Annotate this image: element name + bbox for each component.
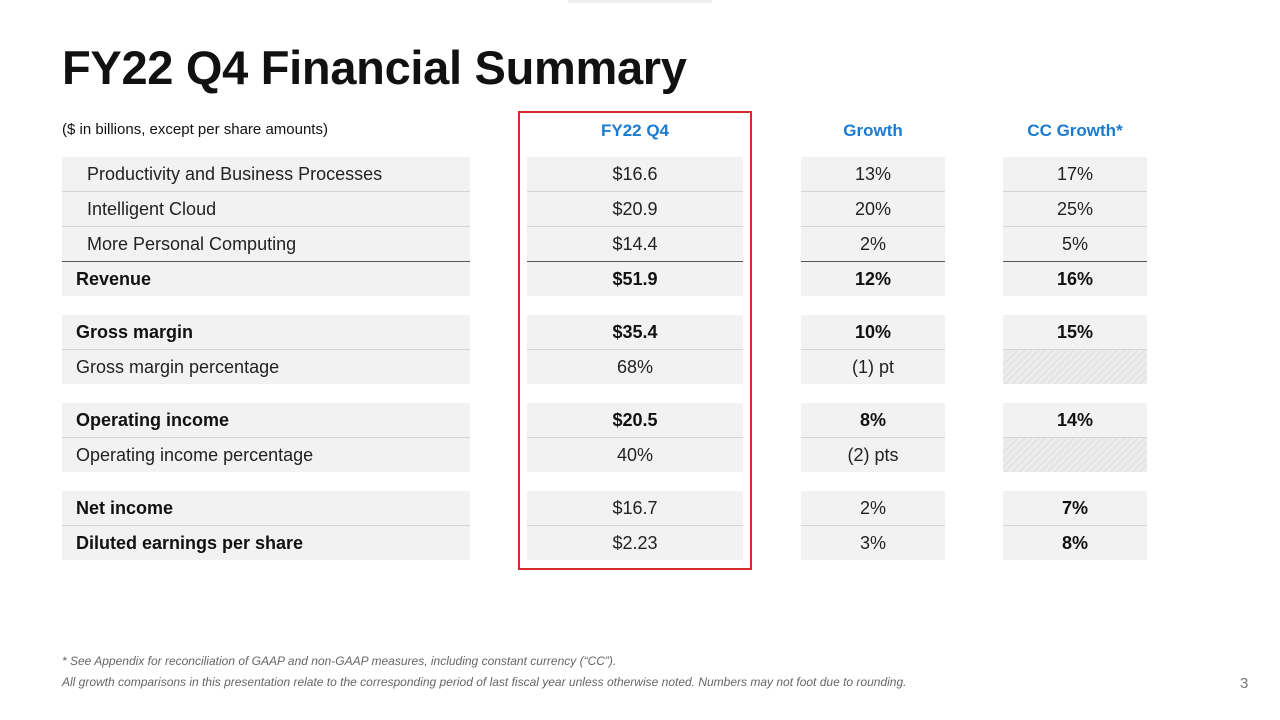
operating-income-percentage-cc-growth-cell [1003, 438, 1147, 472]
diluted-eps-value-cell: $2.23 [527, 526, 743, 560]
diluted-eps-growth-cell: 3% [801, 526, 945, 560]
row-divider [62, 437, 470, 438]
row-divider [527, 349, 743, 350]
row-divider [1003, 525, 1147, 526]
productivity-business-processes-label-cell: Productivity and Business Processes [62, 157, 470, 191]
row-divider [62, 191, 470, 192]
gross-margin-percentage-cc-growth-cell [1003, 350, 1147, 384]
net-income-growth-cell: 2% [801, 491, 945, 525]
column-header-cc-growth: CC Growth* [1027, 121, 1123, 140]
operating-income-value-cell: $20.5 [527, 403, 743, 437]
revenue-label-cell: Revenue [62, 262, 470, 296]
revenue-growth-cell: 12% [801, 262, 945, 296]
page-number: 3 [1240, 675, 1249, 692]
more-personal-computing-cc-growth-cell: 5% [1003, 227, 1147, 261]
row-divider [801, 437, 945, 438]
gross-margin-percentage-value-cell: 68% [527, 350, 743, 384]
revenue-value-cell: $51.9 [527, 262, 743, 296]
row-divider [62, 226, 470, 227]
footnote-appendix: * See Appendix for reconciliation of GAA… [62, 654, 617, 668]
row-divider [1003, 261, 1147, 262]
more-personal-computing-value-cell: $14.4 [527, 227, 743, 261]
row-divider [801, 525, 945, 526]
diluted-eps-label-cell: Diluted earnings per share [62, 526, 470, 560]
footnote-growth-comparisons: All growth comparisons in this presentat… [62, 675, 907, 689]
row-divider [527, 191, 743, 192]
units-note: ($ in billions, except per share amounts… [62, 121, 328, 138]
intelligent-cloud-cc-growth-cell: 25% [1003, 192, 1147, 226]
row-divider [527, 226, 743, 227]
row-divider [62, 525, 470, 526]
row-divider [62, 349, 470, 350]
more-personal-computing-label-cell: More Personal Computing [62, 227, 470, 261]
gross-margin-growth-cell: 10% [801, 315, 945, 349]
diluted-eps-cc-growth-cell: 8% [1003, 526, 1147, 560]
row-divider [1003, 191, 1147, 192]
net-income-label-cell: Net income [62, 491, 470, 525]
gross-margin-percentage-label-cell: Gross margin percentage [62, 350, 470, 384]
row-divider [527, 437, 743, 438]
operating-income-cc-growth-cell: 14% [1003, 403, 1147, 437]
column-header-growth: Growth [843, 121, 903, 140]
productivity-business-processes-value-cell: $16.6 [527, 157, 743, 191]
slide-title: FY22 Q4 Financial Summary [62, 41, 687, 94]
row-divider [801, 349, 945, 350]
productivity-business-processes-growth-cell: 13% [801, 157, 945, 191]
row-divider [527, 261, 743, 262]
column-header-fy22-q4: FY22 Q4 [600, 121, 670, 140]
intelligent-cloud-label-cell: Intelligent Cloud [62, 192, 470, 226]
row-divider [1003, 226, 1147, 227]
gross-margin-percentage-growth-cell: (1) pt [801, 350, 945, 384]
row-divider [801, 191, 945, 192]
more-personal-computing-growth-cell: 2% [801, 227, 945, 261]
productivity-business-processes-cc-growth-cell: 17% [1003, 157, 1147, 191]
row-divider [1003, 437, 1147, 438]
operating-income-label-cell: Operating income [62, 403, 470, 437]
operating-income-growth-cell: 8% [801, 403, 945, 437]
row-divider [62, 261, 470, 262]
gross-margin-label-cell: Gross margin [62, 315, 470, 349]
operating-income-percentage-label-cell: Operating income percentage [62, 438, 470, 472]
operating-income-percentage-value-cell: 40% [527, 438, 743, 472]
row-divider [801, 226, 945, 227]
fy22-q4-highlight-box [518, 111, 752, 570]
gross-margin-cc-growth-cell: 15% [1003, 315, 1147, 349]
revenue-cc-growth-cell: 16% [1003, 262, 1147, 296]
intelligent-cloud-value-cell: $20.9 [527, 192, 743, 226]
row-divider [1003, 349, 1147, 350]
intelligent-cloud-growth-cell: 20% [801, 192, 945, 226]
operating-income-percentage-growth-cell: (2) pts [801, 438, 945, 472]
row-divider [527, 525, 743, 526]
net-income-value-cell: $16.7 [527, 491, 743, 525]
net-income-cc-growth-cell: 7% [1003, 491, 1147, 525]
row-divider [801, 261, 945, 262]
top-tab-decoration [568, 0, 712, 3]
gross-margin-value-cell: $35.4 [527, 315, 743, 349]
